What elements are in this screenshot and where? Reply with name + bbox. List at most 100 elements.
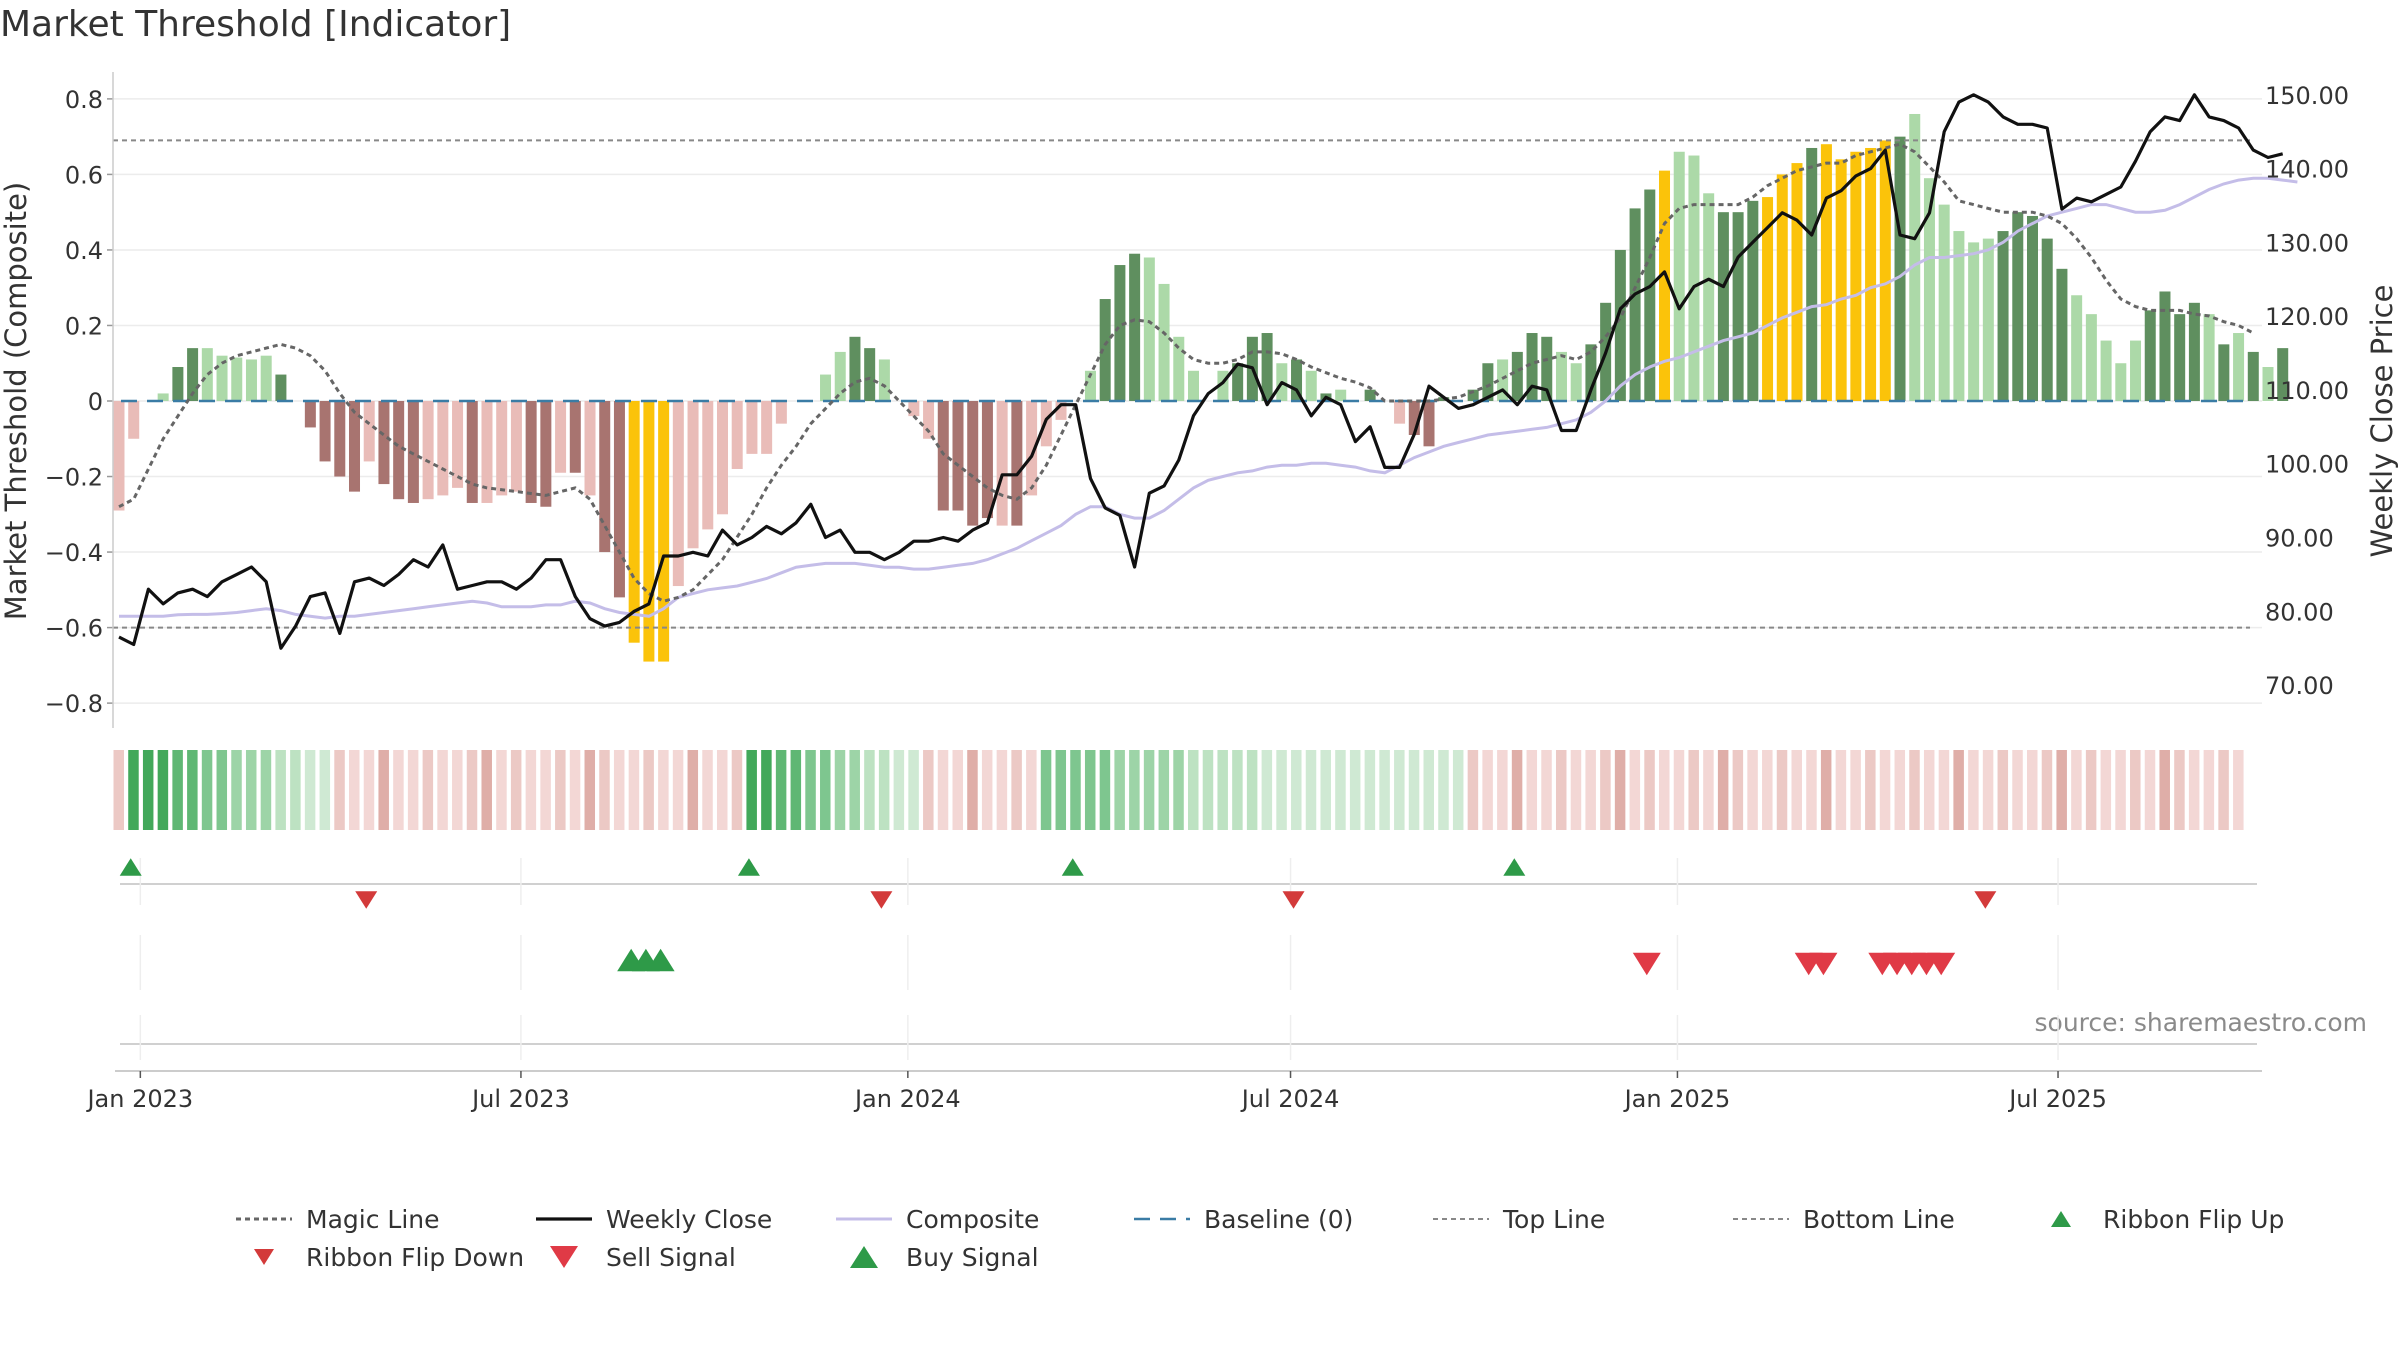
ribbon-flip-up-marker <box>737 858 760 876</box>
ribbon-flip-down-marker <box>870 891 893 909</box>
composite-bar <box>1232 363 1244 401</box>
composite-bar <box>1953 231 1965 401</box>
ribbon-cell <box>1526 750 1538 830</box>
buy-signal-marker <box>646 948 675 972</box>
composite-bar <box>1776 174 1788 401</box>
ribbon-cell <box>422 750 434 830</box>
legend-label: Top Line <box>1502 1205 1605 1234</box>
composite-bar <box>407 401 419 503</box>
legend-label: Bottom Line <box>1803 1205 1955 1234</box>
composite-bar <box>466 401 478 503</box>
weekly-close-line <box>118 93 2284 650</box>
left-tick-label: −0.8 <box>45 690 103 718</box>
ribbon-cell <box>775 750 787 830</box>
ribbon-cell <box>1791 750 1802 830</box>
composite-bar <box>981 401 993 519</box>
composite-bar <box>1570 363 1582 401</box>
composite-bar <box>2159 291 2171 401</box>
composite-bar <box>1423 401 1435 447</box>
ribbon-cell <box>2026 750 2038 830</box>
ribbon-cell <box>1938 750 1950 830</box>
composite-bar <box>2085 314 2097 401</box>
composite-bar <box>334 401 346 477</box>
ribbon-cell <box>1997 750 2009 830</box>
ribbon-cell <box>731 750 743 830</box>
ribbon-cell <box>142 750 154 830</box>
ribbon-cell <box>1070 750 1081 830</box>
composite-bar <box>1291 359 1303 401</box>
composite-bar <box>1629 208 1641 401</box>
ribbon-cell <box>2130 750 2141 830</box>
composite-bar <box>275 374 287 401</box>
legend-label: Ribbon Flip Up <box>2103 1205 2284 1234</box>
composite-bar <box>716 401 728 515</box>
ribbon-cell <box>290 750 301 830</box>
left-tick-label: −0.2 <box>45 464 103 492</box>
ribbon-cell <box>790 750 802 830</box>
composite-bar <box>1894 136 1906 401</box>
legend-label: Ribbon Flip Down <box>306 1243 524 1272</box>
composite-bar <box>245 359 257 401</box>
composite-bar <box>452 401 464 488</box>
ribbon-cell <box>1040 750 1052 830</box>
ribbon-cell <box>1188 750 1199 830</box>
composite-bar <box>1997 231 2009 401</box>
ribbon-cell <box>1482 750 1493 830</box>
composite-bar <box>1732 212 1744 401</box>
ribbon-cell <box>1555 750 1567 830</box>
composite-bar <box>628 401 640 643</box>
composite-bar <box>1158 283 1170 401</box>
ribbon-cell <box>2203 750 2215 830</box>
composite-bar <box>1688 155 1700 401</box>
ribbon-cell <box>2188 750 2200 830</box>
ribbon-cell <box>1379 750 1390 830</box>
composite-bar <box>378 401 390 485</box>
composite-bar <box>687 401 699 549</box>
composite-bar <box>1526 333 1538 401</box>
ribbon-cell <box>1835 750 1847 830</box>
composite-bar <box>481 401 493 503</box>
legend-item: Ribbon Flip Up <box>2051 1205 2284 1234</box>
left-axis-label: Market Threshold (Composite) <box>0 182 33 620</box>
composite-bar <box>658 401 670 662</box>
ribbon-flip-up-marker <box>119 858 142 876</box>
composite-bar <box>157 393 169 401</box>
composite-bar <box>2012 212 2024 401</box>
ribbon-cell <box>1305 750 1317 830</box>
ribbon-cell <box>1923 750 1935 830</box>
ribbon-cell <box>805 750 816 830</box>
ribbon-cell <box>1099 750 1111 830</box>
composite-bar <box>2144 310 2156 401</box>
x-tick-label: Jul 2023 <box>470 1085 570 1113</box>
ribbon-cell <box>1084 750 1096 830</box>
composite-bar <box>1820 144 1832 401</box>
axes: 0.8 0.6 0.4 0.2 0 −0.2 −0.4 −0.6 −0.8 150.00 140.0… <box>0 72 2399 728</box>
sell-signal-marker <box>1927 952 1956 976</box>
ribbon-cell <box>1879 750 1891 830</box>
composite-bar <box>1394 401 1406 424</box>
ribbon-cell <box>2085 750 2097 830</box>
ribbon-flip-down-marker <box>1282 891 1305 909</box>
left-tick-label: 0.8 <box>65 86 103 114</box>
ribbon-cell <box>893 750 905 830</box>
composite-bar <box>555 401 567 473</box>
ribbon-cell <box>1717 750 1729 830</box>
ribbon-cell <box>1806 750 1817 830</box>
ribbon-cell <box>1217 750 1228 830</box>
ribbon-cell <box>2159 750 2170 830</box>
ribbon-cell <box>1600 750 1611 830</box>
ribbon-cell <box>525 750 537 830</box>
composite-bar <box>540 401 552 507</box>
ribbon-cell <box>1511 750 1523 830</box>
ribbon-cell <box>1232 750 1243 830</box>
composite-bar <box>1747 200 1759 401</box>
composite-bar <box>1585 344 1597 401</box>
composite-bar <box>1673 151 1685 401</box>
ribbon-cell <box>319 750 331 830</box>
composite-bar <box>1364 389 1376 401</box>
ribbon-cell <box>1850 750 1861 830</box>
composite-bar <box>2174 314 2186 401</box>
ribbon-cell <box>1438 750 1449 830</box>
ribbon-cell <box>1320 750 1331 830</box>
